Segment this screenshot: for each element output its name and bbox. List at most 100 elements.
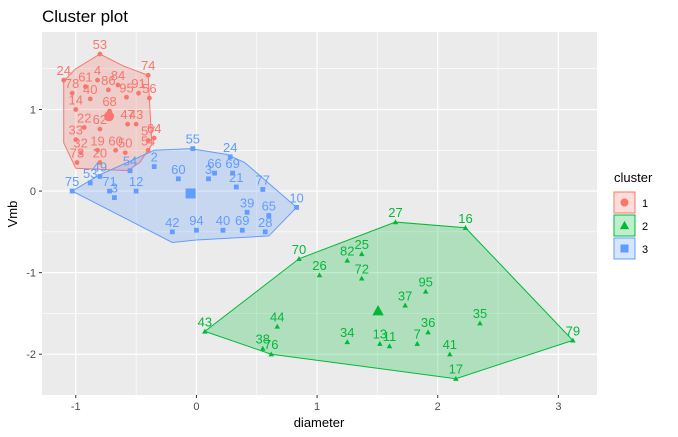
cluster-3-point-label: 94: [189, 213, 203, 228]
x-tick-label: -1: [71, 401, 81, 413]
cluster-2-point-label: 17: [449, 362, 463, 377]
cluster-3-point: [220, 227, 226, 233]
legend-symbol-2: [619, 220, 630, 230]
cluster-3-point-label: 55: [186, 132, 200, 147]
cluster-3-point-label: 49: [93, 159, 107, 174]
data-points: [61, 51, 576, 381]
cluster-1-point-label: 33: [69, 123, 83, 138]
cluster-3-point: [206, 176, 211, 182]
cluster-1-point-label: 60: [108, 133, 122, 148]
cluster-1-point: [61, 77, 67, 83]
cluster-3-point-label: 10: [289, 190, 303, 205]
x-tick-label: 0: [193, 401, 199, 413]
cluster-2-point-label: 70: [292, 242, 306, 257]
cluster-1-point-label: 62: [93, 112, 107, 127]
cluster-1-point-label: 32: [73, 136, 87, 151]
cluster-1-point-label: 95: [119, 80, 133, 95]
cluster-1-point: [124, 94, 129, 100]
cluster-1-point: [133, 121, 139, 127]
cluster-2-point: [358, 275, 365, 281]
cluster-2-point-label: 11: [383, 329, 397, 344]
cluster-1-point: [97, 160, 103, 165]
cluster-1-point-label: 54: [141, 133, 155, 148]
cluster-1-point: [151, 135, 157, 141]
cluster-2-point-label: 37: [398, 288, 412, 303]
cluster-3-point: [151, 164, 157, 169]
cluster-2-point: [462, 225, 469, 230]
cluster-2-point-label: 36: [421, 315, 435, 330]
cluster-1-point-label: 64: [147, 121, 161, 136]
cluster-2-point-label: 41: [443, 337, 457, 352]
cluster-2-point: [202, 328, 208, 334]
cluster-1-point: [145, 147, 151, 153]
cluster-3-point: [133, 188, 139, 194]
cluster-3-point: [194, 227, 199, 233]
cluster-3-point: [266, 213, 272, 218]
cluster-3-point-label: 77: [256, 172, 270, 187]
cluster-1-point: [95, 77, 100, 83]
cluster-3-point-label: 60: [171, 162, 185, 177]
cluster-1-point: [97, 51, 103, 57]
cluster-3-point-label: 71: [102, 174, 116, 189]
legend: cluster 1 2 3: [613, 170, 653, 260]
cluster-3-point-label: 65: [262, 199, 276, 214]
cluster-3-point: [69, 188, 75, 194]
cluster-1-point: [95, 147, 100, 153]
cluster-1-point: [74, 160, 80, 165]
cluster-1-point: [97, 126, 103, 132]
x-tick-label: 1: [314, 401, 320, 413]
cluster-1-point: [73, 107, 79, 112]
cluster-2-point: [358, 251, 365, 257]
cluster-1-point: [83, 84, 88, 90]
cluster-2-point-label: 7: [414, 327, 421, 342]
cluster-1-point-label: 84: [111, 68, 125, 83]
legend-symbol-3: [620, 244, 629, 253]
cluster-2-point: [344, 257, 351, 263]
cluster-3-point: [127, 168, 133, 174]
x-axis-title: diameter: [294, 415, 345, 430]
cluster-3-point-label: 75: [65, 174, 79, 189]
cluster-1-point-label: 91: [131, 76, 145, 91]
cluster-1-point-label: 24: [56, 63, 70, 78]
cluster-3-point: [230, 170, 236, 176]
cluster-3-point: [262, 229, 268, 235]
cluster-1-point-label: 61: [78, 70, 92, 85]
y-tick-label: 1: [30, 104, 36, 116]
cluster-2-point: [453, 375, 459, 381]
cluster-3-point: [111, 195, 117, 200]
cluster-3-point-label: 69: [225, 156, 239, 171]
cluster-1-point: [145, 138, 151, 143]
cluster-2-point: [274, 323, 281, 329]
y-tick-label: -2: [26, 349, 36, 361]
cluster-1-point: [146, 95, 152, 101]
cluster-2-point-label: 72: [354, 261, 368, 276]
legend-label-2: 2: [642, 221, 648, 233]
cluster-1-point-label: 22: [77, 110, 91, 125]
cluster-2-point: [414, 340, 420, 346]
y-tick-label: -1: [26, 268, 36, 280]
y-tick-label: 0: [30, 186, 36, 198]
cluster-1-point: [81, 125, 87, 130]
cluster-3-point: [175, 176, 181, 182]
x-tick-label: 2: [435, 401, 441, 413]
cluster-2-point-label: 26: [312, 258, 326, 273]
cluster-2-point-label: 16: [458, 211, 472, 226]
cluster-3-point-label: 69: [235, 213, 249, 228]
cluster-3-point: [227, 154, 233, 160]
cluster-2-point-label: 79: [566, 323, 580, 338]
cluster-3-point-label: 40: [216, 213, 230, 228]
cluster-3-point-label: 2: [151, 150, 158, 165]
cluster-1-point: [125, 121, 131, 127]
cluster-2-point-label: 34: [340, 325, 354, 340]
cluster-2-point-label: 38: [256, 332, 270, 347]
cluster-3-point: [239, 227, 245, 233]
cluster-3-point: [260, 187, 266, 192]
cluster-3-point: [244, 209, 250, 215]
cluster-2-point: [268, 351, 274, 357]
cluster-3-point-label: 24: [223, 140, 237, 155]
cluster-1-point: [136, 90, 141, 96]
cluster-3-point-label: 53: [83, 166, 97, 181]
cluster-1-point: [115, 82, 121, 88]
